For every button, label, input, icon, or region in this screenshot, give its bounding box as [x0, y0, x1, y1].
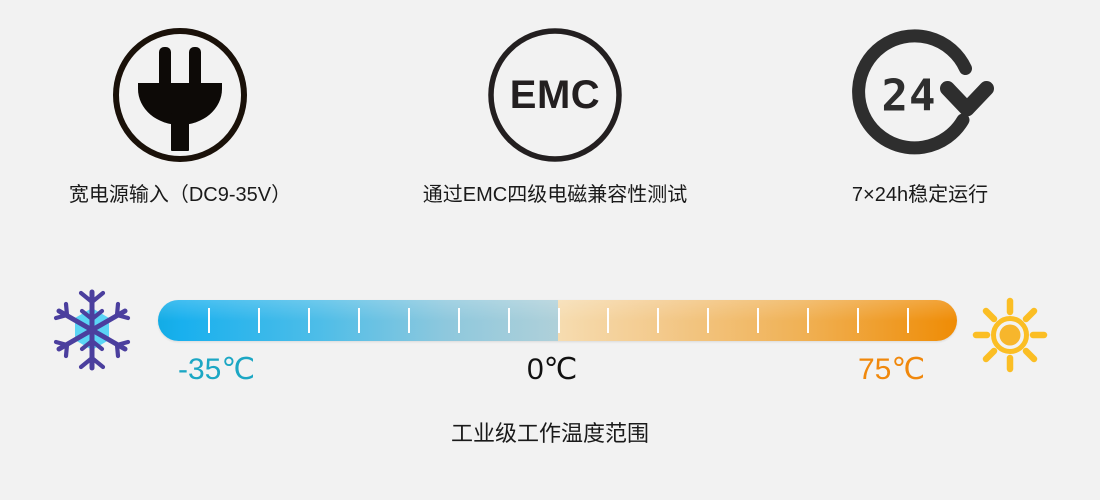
feature-card-emc: EMC 通过EMC四级电磁兼容性测试: [375, 20, 735, 208]
24h-circular-arrow-icon: 24: [740, 20, 1100, 170]
temperature-range-bar: [158, 300, 957, 341]
temperature-bar-tick: [507, 308, 510, 333]
temperature-min-label: -35℃: [178, 353, 256, 386]
temperature-range-section: -35℃ 0℃ 75℃ 工业级工作温度范围: [0, 255, 1100, 500]
feature-row: 宽电源输入（DC9-35V） EMC 通过EMC四级电磁兼容性测试 24 7×2…: [0, 20, 1100, 208]
emc-icon-text: EMC: [510, 73, 600, 117]
temperature-bar-tick: [807, 308, 810, 333]
temperature-bar-tick: [307, 308, 310, 333]
temperature-bar-tick: [707, 308, 710, 333]
sun-icon: [972, 297, 1048, 378]
temperature-bar-tick: [357, 308, 360, 333]
emc-certification-circle-icon: EMC: [375, 20, 735, 170]
feature-card-power: 宽电源输入（DC9-35V）: [0, 20, 360, 208]
temperature-mid-label: 0℃: [527, 353, 578, 386]
feature-card-uptime: 24 7×24h稳定运行: [740, 20, 1100, 208]
uptime-icon-text: 24: [882, 71, 937, 122]
snowflake-icon: [52, 288, 132, 377]
feature-label-uptime: 7×24h稳定运行: [851, 184, 989, 206]
temperature-caption: 工业级工作温度范围: [450, 421, 649, 446]
feature-label-emc: 通过EMC四级电磁兼容性测试: [422, 184, 688, 206]
temperature-bar-tick: [657, 308, 660, 333]
power-plug-in-circle-icon: [0, 20, 360, 170]
temperature-max-label: 75℃: [858, 353, 926, 386]
temperature-bar-tick: [607, 308, 610, 333]
temperature-bar-tick: [257, 308, 260, 333]
temperature-bar-tick: [457, 308, 460, 333]
temperature-bar-tick: [557, 308, 560, 333]
temperature-bar-tick: [757, 308, 760, 333]
feature-label-power: 宽电源输入（DC9-35V）: [68, 184, 292, 206]
temperature-bar-tick: [907, 308, 910, 333]
temperature-bar-tick: [407, 308, 410, 333]
temperature-bar-tick: [857, 308, 860, 333]
temperature-bar-tick: [207, 308, 210, 333]
